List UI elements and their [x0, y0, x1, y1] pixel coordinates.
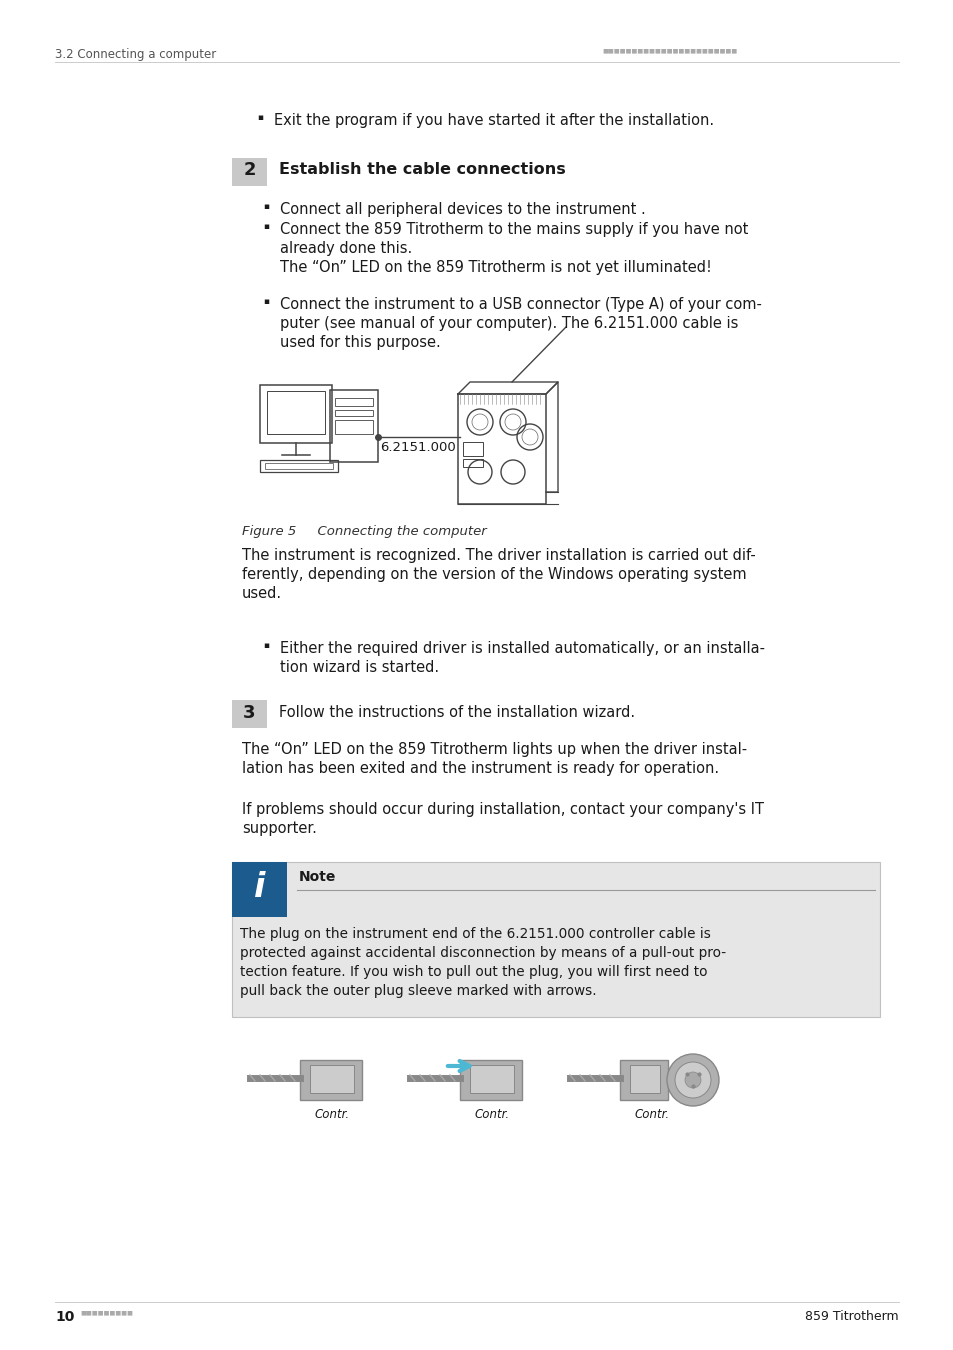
Text: Figure 5     Connecting the computer: Figure 5 Connecting the computer: [242, 525, 486, 539]
Text: Connect the instrument to a USB connector (Type A) of your com-: Connect the instrument to a USB connecto…: [280, 297, 761, 312]
Text: Note: Note: [298, 869, 336, 884]
Bar: [260, 385, 332, 443]
Bar: [310, 1065, 354, 1094]
Bar: [470, 1065, 514, 1094]
Text: Connect the 859 Titrotherm to the mains supply if you have not: Connect the 859 Titrotherm to the mains …: [280, 221, 747, 238]
Text: puter (see manual of your computer). The 6.2151.000 cable is: puter (see manual of your computer). The…: [280, 316, 738, 331]
Text: Follow the instructions of the installation wizard.: Follow the instructions of the installat…: [278, 705, 635, 720]
Text: 10: 10: [55, 1310, 74, 1324]
Text: 3.2 Connecting a computer: 3.2 Connecting a computer: [55, 49, 216, 61]
Text: tection feature. If you wish to pull out the plug, you will first need to: tection feature. If you wish to pull out…: [240, 965, 707, 979]
Text: 6.2151.000: 6.2151.000: [379, 441, 456, 454]
Bar: [267, 392, 325, 433]
Text: ferently, depending on the version of the Windows operating system: ferently, depending on the version of th…: [242, 567, 746, 582]
Text: Either the required driver is installed automatically, or an installa-: Either the required driver is installed …: [280, 641, 764, 656]
Text: ▪: ▪: [263, 221, 269, 231]
Text: If problems should occur during installation, contact your company's IT: If problems should occur during installa…: [242, 802, 763, 817]
Bar: [232, 863, 287, 917]
Bar: [335, 420, 373, 433]
Text: supporter.: supporter.: [242, 821, 316, 836]
Text: The “On” LED on the 859 Titrotherm lights up when the driver instal-: The “On” LED on the 859 Titrotherm light…: [242, 743, 746, 757]
Text: already done this.: already done this.: [280, 242, 412, 256]
Text: 2: 2: [243, 161, 255, 180]
Bar: [265, 463, 333, 468]
Bar: [457, 394, 545, 504]
Text: protected against accidental disconnection by means of a pull-out pro-: protected against accidental disconnecti…: [240, 946, 725, 960]
Bar: [629, 1065, 659, 1094]
Text: ■■■■■■■■■■■■■■■■■■■■■■■: ■■■■■■■■■■■■■■■■■■■■■■■: [601, 49, 737, 53]
Bar: [335, 410, 373, 416]
Text: i: i: [253, 871, 265, 904]
Text: ▪: ▪: [256, 113, 263, 122]
Bar: [462, 459, 482, 467]
Bar: [232, 158, 267, 186]
Text: Contr.: Contr.: [314, 1108, 350, 1120]
Text: Connect all peripheral devices to the instrument .: Connect all peripheral devices to the in…: [280, 202, 645, 217]
Text: tion wizard is started.: tion wizard is started.: [280, 660, 438, 675]
Text: ▪: ▪: [263, 202, 269, 211]
Text: Exit the program if you have started it after the installation.: Exit the program if you have started it …: [274, 113, 714, 128]
Text: lation has been exited and the instrument is ready for operation.: lation has been exited and the instrumen…: [242, 761, 719, 776]
Bar: [462, 441, 482, 456]
Circle shape: [684, 1072, 700, 1088]
Text: Contr.: Contr.: [475, 1108, 510, 1120]
Text: Contr.: Contr.: [635, 1108, 669, 1120]
Bar: [330, 390, 377, 462]
Text: Establish the cable connections: Establish the cable connections: [278, 162, 565, 177]
Text: ▪: ▪: [263, 641, 269, 649]
Bar: [459, 1060, 521, 1100]
Text: ■■■■■■■■■: ■■■■■■■■■: [80, 1310, 132, 1315]
Text: used.: used.: [242, 586, 282, 601]
Text: pull back the outer plug sleeve marked with arrows.: pull back the outer plug sleeve marked w…: [240, 984, 596, 998]
Bar: [232, 863, 879, 1017]
Circle shape: [675, 1062, 710, 1098]
Text: The plug on the instrument end of the 6.2151.000 controller cable is: The plug on the instrument end of the 6.…: [240, 927, 710, 941]
Text: The instrument is recognized. The driver installation is carried out dif-: The instrument is recognized. The driver…: [242, 548, 755, 563]
Text: ▪: ▪: [263, 297, 269, 306]
Text: used for this purpose.: used for this purpose.: [280, 335, 440, 350]
Bar: [260, 460, 337, 472]
Text: 3: 3: [243, 703, 255, 722]
Text: 859 Titrotherm: 859 Titrotherm: [804, 1310, 898, 1323]
Bar: [619, 1060, 667, 1100]
Text: The “On” LED on the 859 Titrotherm is not yet illuminated!: The “On” LED on the 859 Titrotherm is no…: [280, 261, 711, 275]
Circle shape: [666, 1054, 719, 1106]
Bar: [299, 1060, 361, 1100]
Bar: [335, 398, 373, 406]
Bar: [232, 701, 267, 728]
